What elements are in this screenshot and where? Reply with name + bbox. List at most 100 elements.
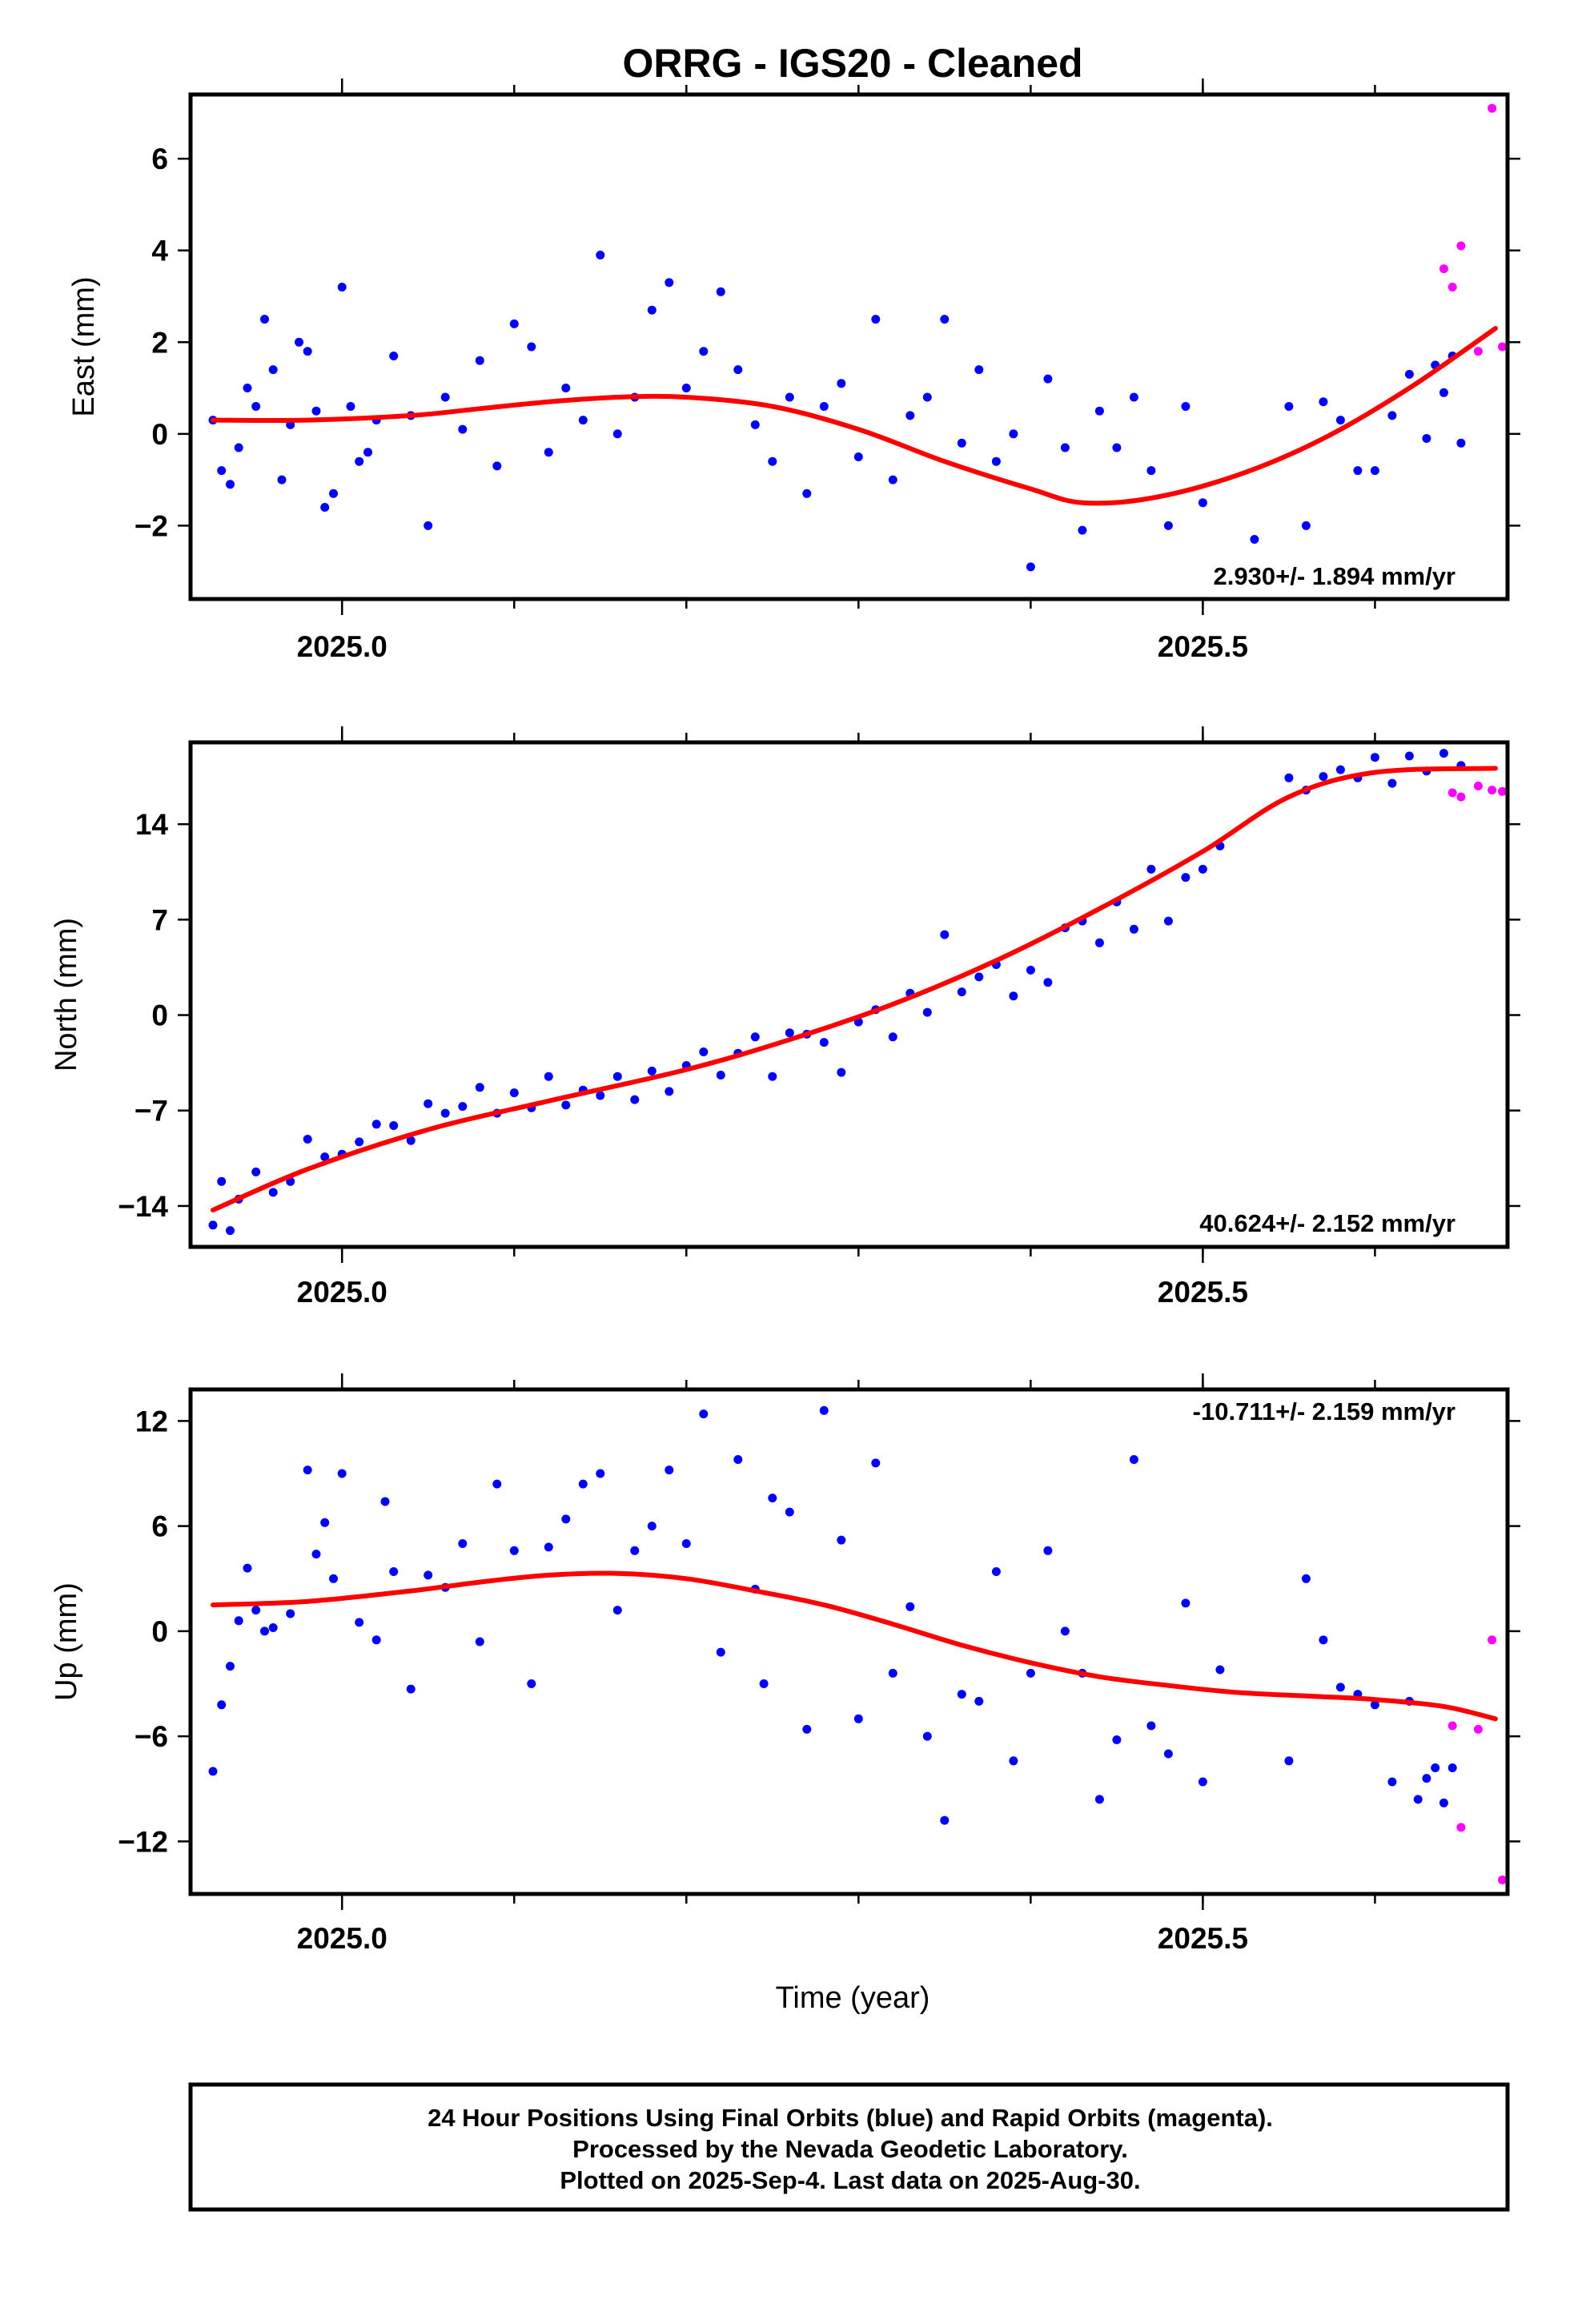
east-final-point	[561, 384, 571, 392]
east-final-point	[1146, 466, 1156, 476]
up-y-tick-label: 6	[151, 1510, 168, 1543]
up-final-point	[527, 1679, 536, 1688]
up-final-point	[1447, 1763, 1457, 1772]
up-final-point	[492, 1479, 502, 1489]
north-final-point	[1163, 916, 1173, 926]
up-final-point	[303, 1466, 312, 1475]
caption-box: 24 Hour Positions Using Final Orbits (bl…	[188, 2082, 1510, 2212]
east-final-point	[837, 379, 846, 388]
up-frame	[188, 1387, 1510, 1896]
north-final-point	[371, 1120, 381, 1129]
north-fit-curve	[211, 766, 1498, 1212]
up-final-point	[458, 1539, 468, 1548]
up-final-point	[260, 1626, 269, 1636]
north-x-tick-label: 2025.5	[1158, 1276, 1248, 1309]
north-final-point	[1043, 978, 1053, 987]
up-final-point	[596, 1469, 605, 1478]
north-final-point	[561, 1100, 571, 1110]
north-final-point	[699, 1047, 709, 1056]
up-y-tick-label: −6	[135, 1720, 168, 1753]
east-final-point	[716, 287, 725, 296]
east-final-point	[303, 347, 312, 356]
north-rapid-point	[1498, 786, 1507, 796]
chart-title: ORRG - IGS20 - Cleaned	[622, 41, 1082, 86]
up-final-point	[802, 1724, 812, 1734]
up-final-point	[888, 1668, 897, 1678]
east-y-axis-label: East (mm)	[67, 276, 101, 416]
up-final-point	[1431, 1763, 1440, 1772]
up-final-point	[243, 1563, 252, 1573]
north-final-point	[612, 1072, 622, 1081]
up-final-point	[286, 1609, 295, 1618]
up-final-point	[716, 1647, 725, 1657]
north-final-point	[389, 1121, 399, 1130]
east-final-point	[527, 342, 536, 352]
up-final-point	[1146, 1721, 1156, 1731]
east-final-point	[647, 305, 656, 315]
east-final-point	[1060, 443, 1070, 452]
north-final-point	[1146, 864, 1156, 874]
up-final-point	[1439, 1798, 1448, 1807]
up-final-point	[681, 1539, 691, 1548]
up-final-point	[630, 1546, 640, 1555]
up-final-point	[320, 1518, 330, 1527]
north-x-tick-label: 2025.0	[297, 1276, 387, 1309]
east-rapid-point	[1456, 241, 1466, 251]
east-final-point	[389, 352, 399, 360]
east-final-point	[940, 315, 950, 324]
up-final-point	[337, 1469, 347, 1478]
up-final-point	[1181, 1598, 1191, 1608]
east-final-point	[1422, 434, 1431, 443]
east-y-tick-label: 6	[151, 143, 168, 175]
north-final-point	[1198, 864, 1207, 874]
north-final-point	[1129, 924, 1138, 934]
east-final-point	[492, 461, 502, 471]
north-final-point	[819, 1038, 829, 1047]
east-final-point	[612, 429, 622, 439]
east-final-point	[217, 466, 227, 476]
north-final-point	[940, 930, 950, 939]
north-final-point	[1335, 765, 1345, 774]
up-final-point	[1009, 1756, 1018, 1766]
north-final-point	[475, 1083, 484, 1092]
north-final-point	[837, 1068, 846, 1077]
up-final-point	[329, 1574, 338, 1583]
east-final-point	[750, 420, 760, 429]
east-final-point	[596, 251, 605, 259]
north-final-point	[1387, 778, 1397, 788]
east-final-point	[733, 365, 743, 375]
east-final-point	[1026, 562, 1035, 572]
caption-frame	[188, 2082, 1510, 2212]
up-final-point	[389, 1567, 399, 1576]
up-final-point	[578, 1479, 588, 1489]
up-final-point	[1413, 1795, 1423, 1804]
north-y-tick-label: −14	[118, 1190, 168, 1223]
up-final-point	[991, 1567, 1001, 1576]
north-y-axis-label: North (mm)	[50, 918, 83, 1072]
east-final-point	[1094, 406, 1104, 416]
up-final-point	[1422, 1774, 1431, 1783]
north-final-point	[1370, 753, 1379, 762]
up-final-point	[1163, 1749, 1173, 1759]
east-final-point	[1112, 443, 1122, 452]
up-final-point	[234, 1616, 243, 1626]
up-rapid-point	[1447, 1721, 1457, 1731]
north-rapid-point	[1473, 782, 1483, 790]
east-final-point	[251, 402, 261, 411]
east-final-point	[458, 424, 468, 434]
up-rapid-point	[1488, 1635, 1497, 1645]
up-final-point	[1094, 1795, 1104, 1804]
east-final-point	[1387, 411, 1397, 420]
east-final-point	[957, 438, 966, 448]
north-panel: 2025.0 2025.5 −14 −7 0 7 14 North (mm) 40.624+/-…	[50, 726, 1520, 1309]
east-final-point	[260, 315, 269, 324]
north-final-point	[406, 1136, 416, 1145]
up-final-point	[406, 1684, 416, 1694]
up-final-point	[268, 1623, 278, 1632]
up-y-tick-label: −12	[118, 1825, 168, 1858]
east-final-point	[699, 347, 709, 356]
up-final-point	[1026, 1668, 1035, 1678]
up-final-point	[1198, 1777, 1207, 1787]
east-final-point	[888, 475, 897, 485]
east-final-point	[1250, 535, 1259, 544]
